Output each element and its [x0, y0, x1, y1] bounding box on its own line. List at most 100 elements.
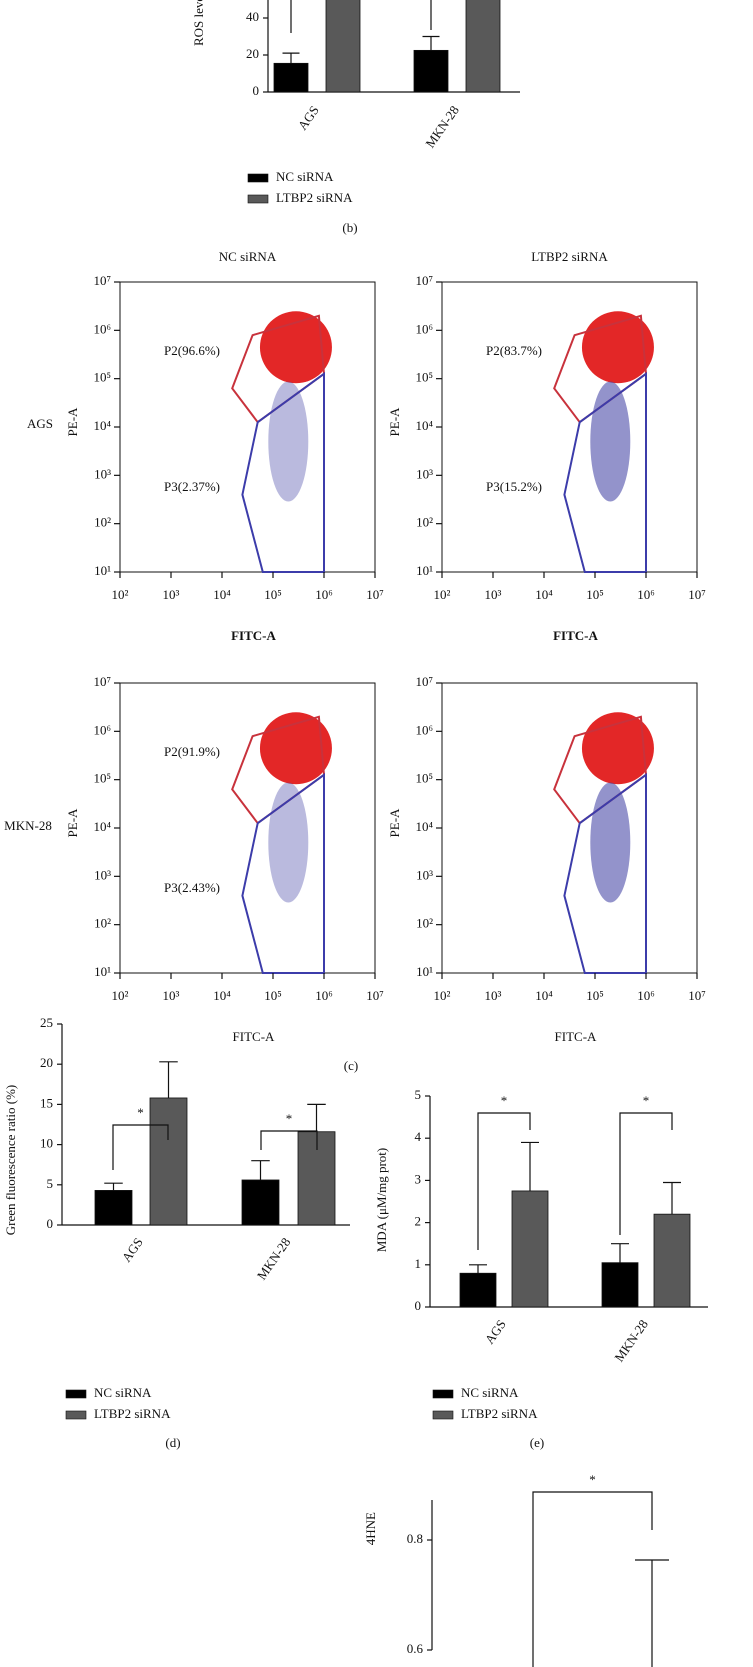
- y-tick-label: 10⁷: [93, 674, 111, 689]
- gate-label: P2(83.7%): [486, 343, 542, 358]
- significance-bracket: [430, 0, 432, 30]
- error-bar: [282, 52, 300, 64]
- x-tick-label: 10⁵: [586, 988, 604, 1003]
- x-tick-label: 10⁶: [637, 988, 655, 1003]
- y-tick-label: 10: [40, 1136, 53, 1151]
- error-bar: [104, 1182, 123, 1191]
- y-tick-label: 10⁴: [415, 819, 433, 834]
- gate-label: P2(91.9%): [164, 744, 220, 759]
- y-tick-label: 10²: [94, 515, 111, 530]
- significance-bracket: [619, 1112, 673, 1235]
- y-axis-label: MDA (μM/mg prot): [374, 1148, 389, 1252]
- bar: [653, 1213, 691, 1308]
- y-tick-label: 5: [415, 1087, 422, 1102]
- caption: (e): [530, 1435, 544, 1450]
- y-tick-label: 10¹: [94, 964, 111, 979]
- y-tick-label: 10¹: [416, 563, 433, 578]
- y-tick-label: 10⁶: [93, 722, 111, 737]
- error-bar: [251, 1160, 270, 1180]
- significance-bracket: [112, 1124, 169, 1170]
- y-tick-label: 0.6: [407, 1641, 424, 1656]
- y-tick-label: 10⁶: [415, 321, 433, 336]
- caption: (c): [344, 1058, 358, 1073]
- legend-label: LTBP2 siRNA: [276, 190, 353, 205]
- event-density: [590, 381, 631, 502]
- y-tick-label: 10¹: [94, 563, 111, 578]
- y-axis-label: PE-A: [387, 407, 402, 437]
- y-tick-label: 10⁴: [93, 819, 111, 834]
- x-tick-label: 10⁴: [213, 587, 231, 602]
- gate-p3: [241, 772, 325, 974]
- legend-swatch: [432, 1389, 454, 1399]
- legend-swatch: [65, 1410, 87, 1420]
- y-tick-label: 20: [246, 46, 259, 61]
- bar: [94, 1190, 133, 1226]
- y-tick-label: 10⁷: [415, 273, 433, 288]
- y-tick-label: 10²: [416, 916, 433, 931]
- error-bar: [159, 1061, 178, 1098]
- plot-frame: [441, 281, 698, 573]
- y-tick-label: 4: [415, 1129, 422, 1144]
- y-tick-label: 10⁷: [93, 273, 111, 288]
- error-bar: [307, 1103, 326, 1132]
- y-tick-label: 3: [415, 1171, 422, 1186]
- bar: [601, 1262, 639, 1308]
- x-tick-label: 10²: [112, 587, 129, 602]
- event-density: [259, 712, 332, 785]
- y-axis-label: Green fluorescence ratio (%): [3, 1085, 18, 1236]
- caption: (d): [165, 1435, 180, 1450]
- y-tick-label: 10³: [94, 867, 111, 882]
- bar: [459, 1272, 497, 1308]
- significance-bracket: [532, 1491, 653, 1667]
- x-tick-label: 10⁷: [688, 587, 706, 602]
- x-tick-label: 10²: [434, 587, 451, 602]
- error-bar: [521, 1141, 539, 1191]
- y-tick-label: 15: [40, 1095, 53, 1110]
- y-tick-label: 10³: [94, 466, 111, 481]
- significance-label: *: [286, 1111, 293, 1126]
- x-axis-label: FITC-A: [233, 1029, 276, 1044]
- y-tick-label: 10²: [94, 916, 111, 931]
- x-axis-label: FITC-A: [553, 628, 598, 643]
- legend-label: NC siRNA: [461, 1385, 519, 1400]
- significance-bracket: [260, 1130, 318, 1150]
- x-tick-label: 10⁵: [586, 587, 604, 602]
- gate-label: P2(96.6%): [164, 343, 220, 358]
- y-tick-label: 0: [415, 1298, 422, 1313]
- legend-label: NC siRNA: [94, 1385, 152, 1400]
- y-tick-label: 10⁴: [415, 418, 433, 433]
- plot-frame: [119, 281, 376, 573]
- x-tick-label: MKN-28: [611, 1317, 651, 1365]
- y-axis-label: 4HNE: [363, 1512, 378, 1545]
- x-tick-label: 10⁶: [315, 988, 333, 1003]
- event-density: [259, 311, 332, 384]
- legend-swatch: [65, 1389, 87, 1399]
- gate-p3: [563, 371, 647, 573]
- error-bar: [663, 1181, 681, 1215]
- y-tick-label: 10⁷: [415, 674, 433, 689]
- significance-label: *: [643, 1093, 650, 1108]
- y-tick-label: 10³: [416, 466, 433, 481]
- legend-swatch: [432, 1410, 454, 1420]
- x-tick-label: 10³: [485, 988, 502, 1003]
- significance-label: *: [137, 1105, 144, 1120]
- x-tick-label: 10²: [112, 988, 129, 1003]
- x-tick-label: 10³: [163, 988, 180, 1003]
- x-tick-label: 10³: [163, 587, 180, 602]
- x-tick-label: 10³: [485, 587, 502, 602]
- x-tick-label: MKN-28: [254, 1235, 294, 1283]
- bar: [413, 49, 449, 93]
- y-axis-label: ROS level (%): [191, 0, 206, 46]
- y-tick-label: 10⁴: [93, 418, 111, 433]
- error-bar: [611, 1243, 629, 1263]
- y-tick-label: 10⁶: [415, 722, 433, 737]
- x-tick-label: 10⁴: [535, 988, 553, 1003]
- x-tick-label: 10⁷: [366, 587, 384, 602]
- y-tick-label: 10⁶: [93, 321, 111, 336]
- legend-label: LTBP2 siRNA: [461, 1406, 538, 1421]
- y-tick-label: 0: [47, 1216, 54, 1231]
- y-tick-label: 0: [253, 83, 260, 98]
- bar: [465, 0, 501, 93]
- gate-label: P3(2.43%): [164, 880, 220, 895]
